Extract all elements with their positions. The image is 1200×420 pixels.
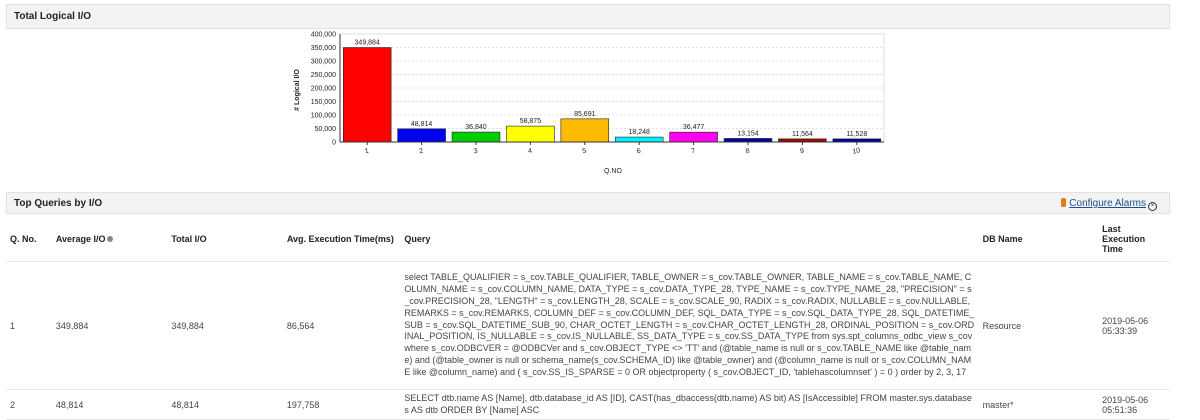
cell-qno: 2 — [6, 389, 52, 420]
y-tick-label: 400,000 — [311, 32, 336, 39]
bar-value-label: 58,875 — [520, 118, 542, 125]
chart-bars: 349,884 48,814 36,840 58,875 85,691 18,248 36,… — [342, 40, 882, 143]
cell-db-name: Resource — [978, 261, 1099, 390]
bar — [506, 125, 555, 143]
y-tick-label: 200,000 — [311, 86, 336, 93]
table-row[interactable]: 1 349,884 349,884 86,564 select TABLE_QU… — [6, 261, 1170, 390]
cell-avg-exec: 86,564 — [282, 261, 401, 390]
y-tick-label: 350,000 — [311, 45, 336, 52]
cell-avg-io: 48,814 — [51, 389, 168, 420]
bar — [451, 131, 501, 143]
x-tick-label: 9 — [799, 148, 804, 156]
y-tick-label: 250,000 — [311, 72, 336, 79]
bar-value-label: 85,691 — [574, 111, 596, 118]
col-qno[interactable]: Q. No. — [6, 217, 52, 262]
bar-value-label: 48,814 — [411, 121, 433, 128]
configure-alarms[interactable]: Configure Alarms × — [1061, 193, 1157, 215]
bar-value-label: 11,528 — [846, 131, 867, 138]
col-last-exec[interactable]: Last Execution Time — [1098, 217, 1170, 262]
table-header-row: Q. No. Average I/O Total I/O Avg. Execut… — [6, 217, 1170, 262]
cell-total-io: 349,884 — [167, 261, 283, 390]
info-icon[interactable] — [106, 236, 113, 242]
panel-header-top-queries: Top Queries by I/O Configure Alarms × — [6, 192, 1170, 214]
x-tick-label: 7 — [691, 148, 696, 156]
cell-last-exec: 2019-05-06 05:51:36 — [1098, 389, 1170, 420]
bar-value-label: 11,564 — [792, 131, 813, 138]
cell-last-exec: 2019-05-06 05:33:39 — [1098, 261, 1170, 390]
panel-title: Total Logical I/O — [14, 11, 92, 22]
panel-header-total-logical-io: Total Logical I/O — [6, 4, 1170, 29]
chart-x-axis-label: Q.NO — [604, 168, 622, 175]
x-tick-label: 8 — [745, 148, 750, 156]
logical-io-bar-chart: 0 50,000 100,000 150,000 200,000 250,000 300,0… — [294, 32, 885, 175]
cell-db-name: master* — [978, 389, 1099, 420]
y-tick-label: 100,000 — [311, 113, 336, 120]
cell-qno: 1 — [6, 261, 52, 390]
cell-total-io: 48,814 — [167, 389, 283, 420]
bar — [397, 128, 446, 143]
chart-y-axis-label: # Logical I/O — [294, 69, 301, 111]
y-tick-label: 300,000 — [311, 59, 336, 66]
col-db-name[interactable]: DB Name — [978, 217, 1099, 262]
bar-value-label: 36,840 — [465, 124, 487, 131]
chart-x-axis: 1 2 3 4 5 6 7 8 9 10 — [340, 141, 884, 156]
bar — [560, 118, 610, 143]
bar-value-label: 18,248 — [628, 129, 650, 136]
chart-grid — [339, 33, 885, 143]
x-tick-label: 5 — [582, 148, 587, 156]
cell-query: select TABLE_QUALIFIER = s_cov.TABLE_QUA… — [400, 261, 979, 390]
bar-value-label: 349,884 — [355, 40, 380, 47]
bar-value-label: 13,154 — [737, 130, 759, 137]
col-avg-io[interactable]: Average I/O — [51, 217, 168, 262]
top-queries-table: Q. No. Average I/O Total I/O Avg. Execut… — [6, 217, 1170, 420]
bar-value-label: 36,477 — [683, 124, 705, 131]
col-query[interactable]: Query — [400, 217, 979, 262]
bar — [723, 138, 773, 143]
cell-avg-exec: 197,758 — [282, 389, 401, 420]
cell-query: SELECT dtb.name AS [Name], dtb.database_… — [400, 389, 979, 420]
x-tick-label: 1 — [364, 148, 369, 156]
table-row[interactable]: 2 48,814 48,814 197,758 SELECT dtb.name … — [6, 389, 1170, 420]
configure-alarms-link[interactable]: Configure Alarms — [1069, 198, 1146, 209]
col-avg-io-label: Average I/O — [55, 234, 106, 244]
alarm-bell-icon — [1061, 198, 1067, 207]
bar — [669, 131, 718, 143]
x-tick-label: 10 — [852, 147, 861, 155]
x-tick-label: 2 — [419, 148, 424, 156]
col-avg-exec[interactable]: Avg. Execution Time(ms) — [282, 217, 401, 262]
bar — [614, 136, 664, 143]
y-tick-label: 150,000 — [311, 99, 336, 106]
x-tick-label: 4 — [527, 148, 532, 156]
panel-title: Top Queries by I/O — [14, 198, 103, 209]
x-tick-label: 6 — [636, 148, 641, 156]
y-tick-label: 50,000 — [315, 126, 337, 133]
y-tick-label: 0 — [332, 140, 336, 147]
cell-avg-io: 349,884 — [51, 261, 168, 390]
x-tick-label: 3 — [473, 148, 478, 156]
close-circle-icon[interactable]: × — [1148, 202, 1157, 211]
col-total-io[interactable]: Total I/O — [167, 217, 283, 262]
chart-y-axis: 0 50,000 100,000 150,000 200,000 250,000 300,0… — [311, 32, 341, 147]
bar — [342, 47, 392, 143]
